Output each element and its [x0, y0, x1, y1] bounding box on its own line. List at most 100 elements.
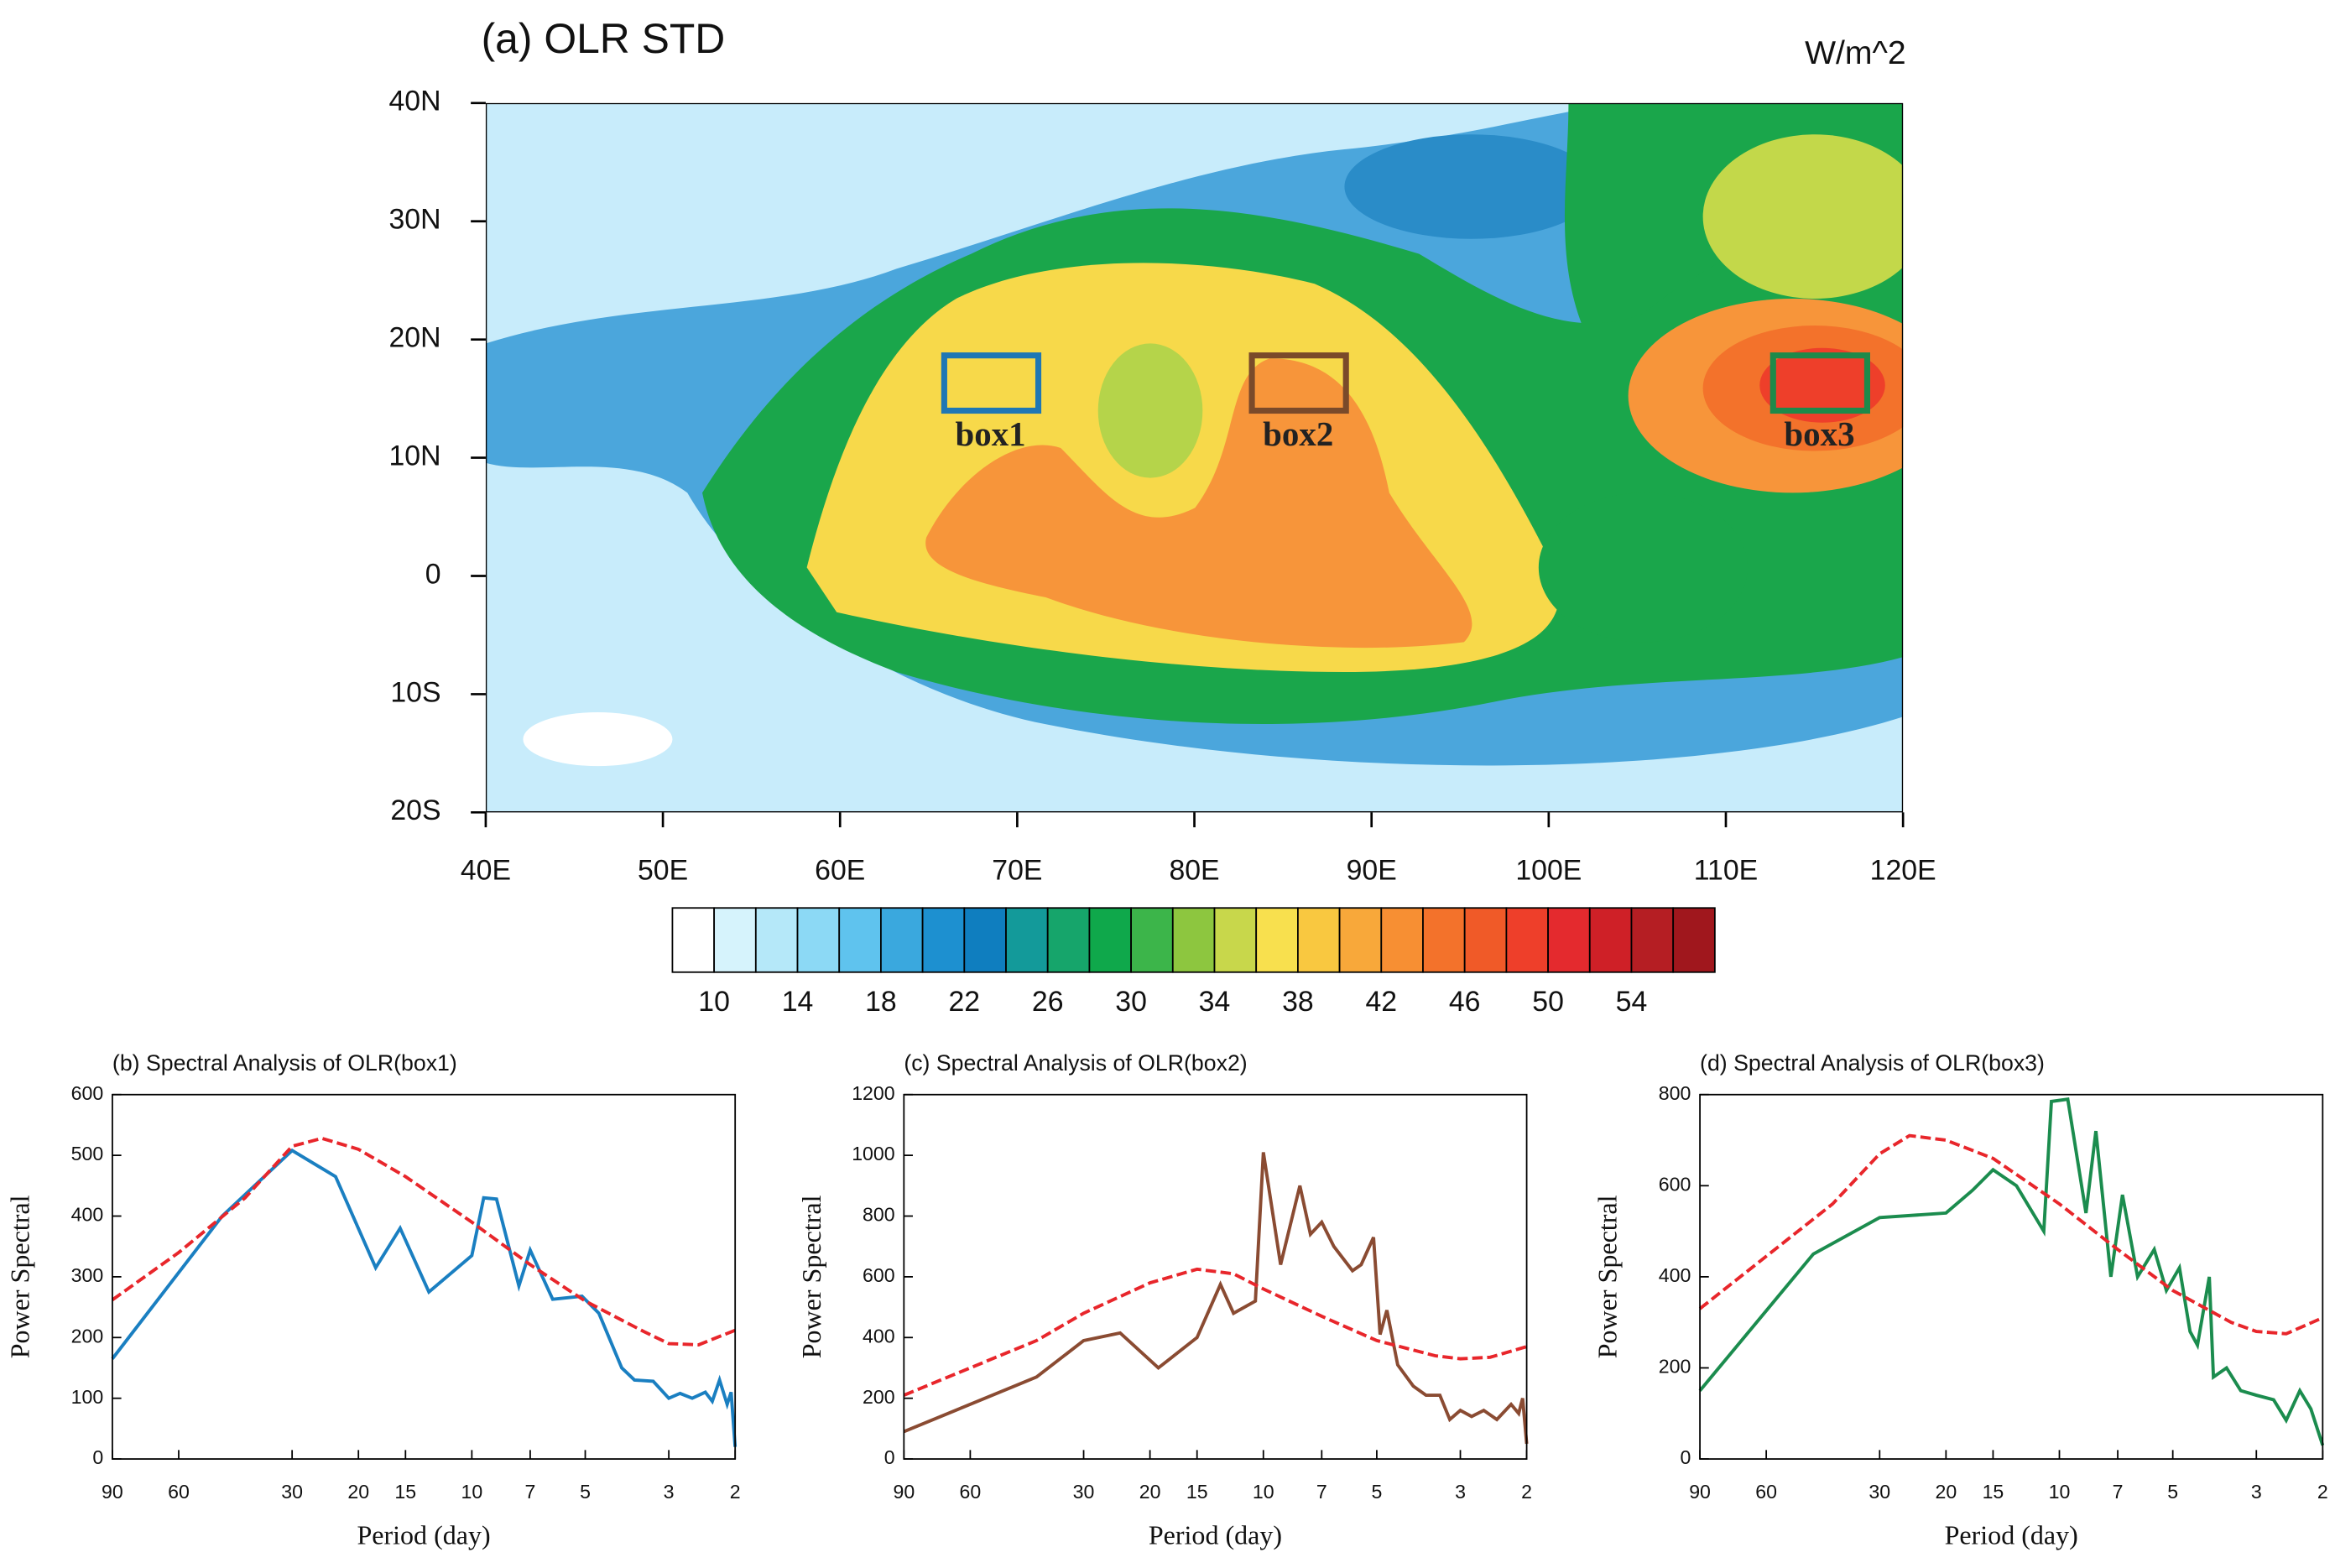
map-field: [485, 102, 1904, 813]
x-tick-label: 10: [1253, 1481, 1274, 1503]
colorbar-swatch: [1297, 907, 1341, 973]
colorbar-swatch: [671, 907, 716, 973]
colorbar-swatch: [1088, 907, 1132, 973]
x-tick-label: 7: [524, 1481, 535, 1503]
x-tick-label: 60: [168, 1481, 190, 1503]
series-line: [903, 1267, 1528, 1397]
series-line: [111, 1148, 738, 1447]
x-tick-label: 2: [1521, 1481, 1532, 1503]
y-tick-label: 20S: [390, 794, 440, 826]
x-tick-label: 2: [730, 1481, 741, 1503]
colorbar-swatch: [1046, 907, 1091, 973]
y-tick-label: 800: [1659, 1082, 1691, 1104]
x-tick-label: 120E: [1870, 854, 1936, 886]
y-tick-label: 400: [1659, 1264, 1691, 1286]
x-tick-label: 90: [893, 1481, 915, 1503]
colorbar-label: 14: [782, 986, 814, 1018]
series-line: [1698, 1097, 2325, 1446]
y-axis-label: Power Spectral: [4, 1195, 34, 1358]
colorbar-swatch: [880, 907, 924, 973]
colorbar-swatch: [963, 907, 1007, 973]
x-tick-label: 60: [960, 1481, 982, 1503]
y-tick-label: 10S: [390, 676, 440, 708]
colorbar-label: 42: [1365, 986, 1397, 1018]
colorbar-label: 10: [698, 986, 730, 1018]
y-tick-label: 400: [71, 1204, 104, 1226]
x-tick-label: 60: [1755, 1481, 1777, 1503]
x-tick-label: 7: [1316, 1481, 1327, 1503]
y-axis-label: Power Spectral: [1592, 1195, 1623, 1358]
x-tick-label: 5: [2167, 1481, 2178, 1503]
y-tick-label: 600: [71, 1082, 104, 1104]
colorbar-swatch: [796, 907, 841, 973]
box-label: box1: [955, 415, 1025, 453]
colorbar-swatch: [1463, 907, 1508, 973]
x-tick-label: 15: [1186, 1481, 1208, 1503]
x-tick-label: 3: [664, 1481, 675, 1503]
x-tick-label: 3: [1455, 1481, 1466, 1503]
x-tick-label: 110E: [1694, 854, 1758, 886]
y-tick-label: 400: [863, 1325, 895, 1347]
colorbar-label: 46: [1449, 986, 1481, 1018]
x-tick-label: 90: [102, 1481, 123, 1503]
y-tick-label: 20N: [388, 322, 440, 354]
colorbar-swatch: [921, 907, 966, 973]
colorbar-swatch: [1588, 907, 1633, 973]
x-tick-label: 20: [1935, 1481, 1957, 1503]
y-tick-label: 10N: [388, 440, 440, 472]
units: W/m^2: [1805, 35, 1906, 71]
colorbar-swatch: [838, 907, 882, 973]
y-tick-label: 800: [863, 1204, 895, 1226]
colorbar-label: 34: [1199, 986, 1231, 1018]
colorbar-swatch: [1338, 907, 1383, 973]
box-label: box3: [1784, 415, 1854, 453]
colorbar-swatch: [1380, 907, 1424, 973]
y-tick-label: 0: [1681, 1446, 1691, 1468]
y-tick-label: 0: [425, 558, 441, 590]
y-tick-label: 200: [863, 1386, 895, 1408]
colorbar-swatch: [1213, 907, 1258, 973]
colorbar-swatch: [1130, 907, 1174, 973]
x-axis-label: Period (day): [1149, 1520, 1282, 1550]
x-tick-label: 80E: [1169, 854, 1219, 886]
x-tick-label: 5: [580, 1481, 591, 1503]
colorbar-swatch: [1672, 907, 1716, 973]
series-line: [1698, 1133, 2324, 1336]
colorbar-swatch: [1255, 907, 1299, 973]
colorbar-swatch: [1171, 907, 1216, 973]
x-tick-label: 50E: [638, 854, 688, 886]
y-tick-label: 0: [884, 1446, 895, 1468]
x-tick-label: 40E: [461, 854, 511, 886]
colorbar-label: 22: [949, 986, 981, 1018]
map-title: (a) OLR STD: [482, 15, 726, 62]
x-tick-label: 20: [1139, 1481, 1161, 1503]
plot-frame: [1699, 1093, 2324, 1460]
y-tick-label: 1000: [852, 1143, 894, 1164]
x-tick-label: 15: [1983, 1481, 2004, 1503]
colorbar-swatch: [1422, 907, 1466, 973]
x-tick-label: 3: [2251, 1481, 2262, 1503]
series-line: [903, 1152, 1529, 1445]
x-tick-label: 30: [1869, 1481, 1890, 1503]
colorbar-swatch: [713, 907, 757, 973]
x-tick-label: 90: [1689, 1481, 1711, 1503]
box-label: box2: [1263, 415, 1333, 453]
x-tick-label: 60E: [815, 854, 865, 886]
y-tick-label: 500: [71, 1143, 104, 1164]
y-tick-label: 30N: [388, 204, 440, 236]
y-tick-label: 600: [1659, 1173, 1691, 1195]
x-tick-label: 7: [2113, 1481, 2124, 1503]
colorbar-label: 30: [1115, 986, 1147, 1018]
x-tick-label: 30: [1073, 1481, 1095, 1503]
y-tick-label: 100: [71, 1386, 104, 1408]
chart-title: (b) Spectral Analysis of OLR(box1): [112, 1050, 457, 1076]
x-tick-label: 10: [461, 1481, 482, 1503]
colorbar-label: 38: [1282, 986, 1314, 1018]
x-axis-label: Period (day): [1945, 1520, 2078, 1550]
chart-title: (c) Spectral Analysis of OLR(box2): [904, 1050, 1247, 1076]
x-tick-label: 20: [347, 1481, 369, 1503]
colorbar-swatch: [1005, 907, 1049, 973]
colorbar-label: 50: [1532, 986, 1564, 1018]
